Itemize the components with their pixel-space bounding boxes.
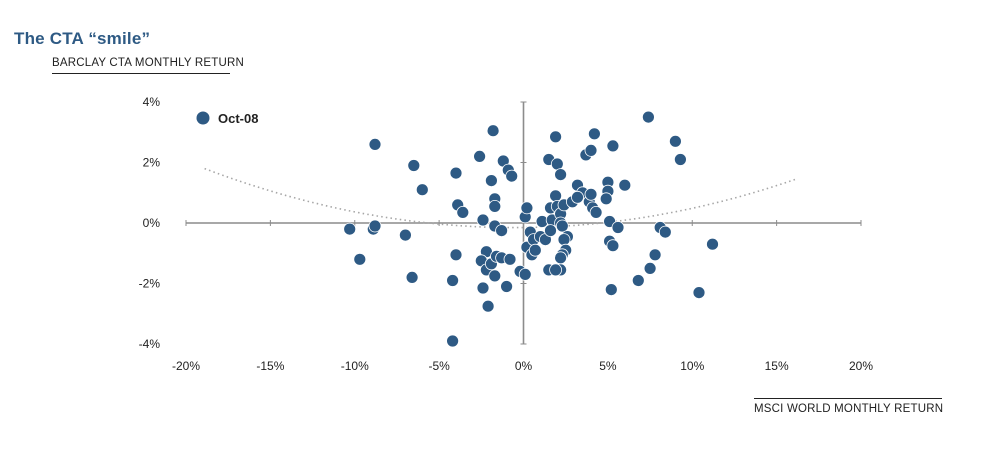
x-tick-label: 15% [765,359,789,373]
legend-marker [196,111,210,125]
y-tick-label: 2% [143,156,161,170]
data-point [398,228,412,242]
data-point [343,222,357,236]
data-point [599,192,613,206]
data-point [495,224,509,238]
data-point [500,280,514,293]
data-point [648,248,662,262]
data-point [407,159,421,172]
data-point [674,153,687,166]
data-point [555,219,569,233]
y-tick-label: 0% [143,216,161,230]
x-tick-label: 10% [680,359,704,373]
smile-curve [204,167,798,229]
data-point [484,174,498,188]
data-point [554,168,567,182]
data-point [481,299,495,313]
data-point [456,205,470,219]
x-tick-label: -15% [256,359,284,373]
data-point [449,248,463,262]
data-point [618,178,632,192]
data-point [449,166,463,180]
data-point [669,134,682,148]
data-point [415,183,429,197]
data-point [571,190,584,204]
data-point [550,157,564,171]
data-point [549,189,562,203]
data-point [549,263,562,277]
legend: Oct-08 [196,111,258,126]
data-point [353,252,367,266]
data-point [611,221,625,234]
data-point [488,199,502,213]
data-point [488,269,502,283]
x-tick-label: -20% [172,359,200,373]
data-point [631,274,645,287]
x-tick-label: 5% [599,359,617,373]
data-point [518,267,532,281]
data-point [606,139,620,153]
data-point [604,283,618,297]
legend-label: Oct-08 [218,111,258,126]
data-point [706,237,719,251]
data-point [473,149,487,163]
y-tick-label: -4% [139,337,161,351]
data-point [476,281,490,295]
x-tick-label: 20% [849,359,873,373]
data-point [642,110,655,124]
tick-labels: -20% -15% -10% -5% 0% 5% 10% 15% 20% 4% 2% 0% -2% -4% [139,95,874,373]
data-point [476,213,490,227]
x-tick-label: -5% [428,359,450,373]
x-tick-label: -10% [341,359,369,373]
data-point [643,261,657,275]
data-point [503,252,517,266]
data-point [505,169,519,183]
data-point [486,124,500,138]
x-axis-label: MSCI WORLD MONTHLY RETURN [754,403,944,415]
data-point [368,137,382,151]
data-point [446,334,460,348]
data-point [549,130,562,144]
data-point [520,201,534,215]
data-point [584,143,598,157]
chart-title: The CTA “smile” [14,29,151,48]
data-point [446,274,460,287]
data-point [368,219,382,233]
data-point [606,239,620,253]
data-point [528,243,542,257]
data-point [544,224,557,238]
data-point [658,225,672,239]
data-point [557,233,571,247]
data-point [554,251,567,265]
data-point [405,270,419,284]
data-points [343,110,719,348]
data-point [588,127,601,141]
y-axis-label-rule [52,73,230,74]
y-tick-label: 4% [143,95,161,109]
y-axis-label: BARCLAY CTA MONTHLY RETURN [52,57,245,69]
x-axis-label-rule [754,398,942,399]
data-point [589,205,603,219]
data-point [692,286,706,300]
data-point [584,187,598,201]
x-tick-label: 0% [515,359,533,373]
y-tick-label: -2% [139,277,161,291]
